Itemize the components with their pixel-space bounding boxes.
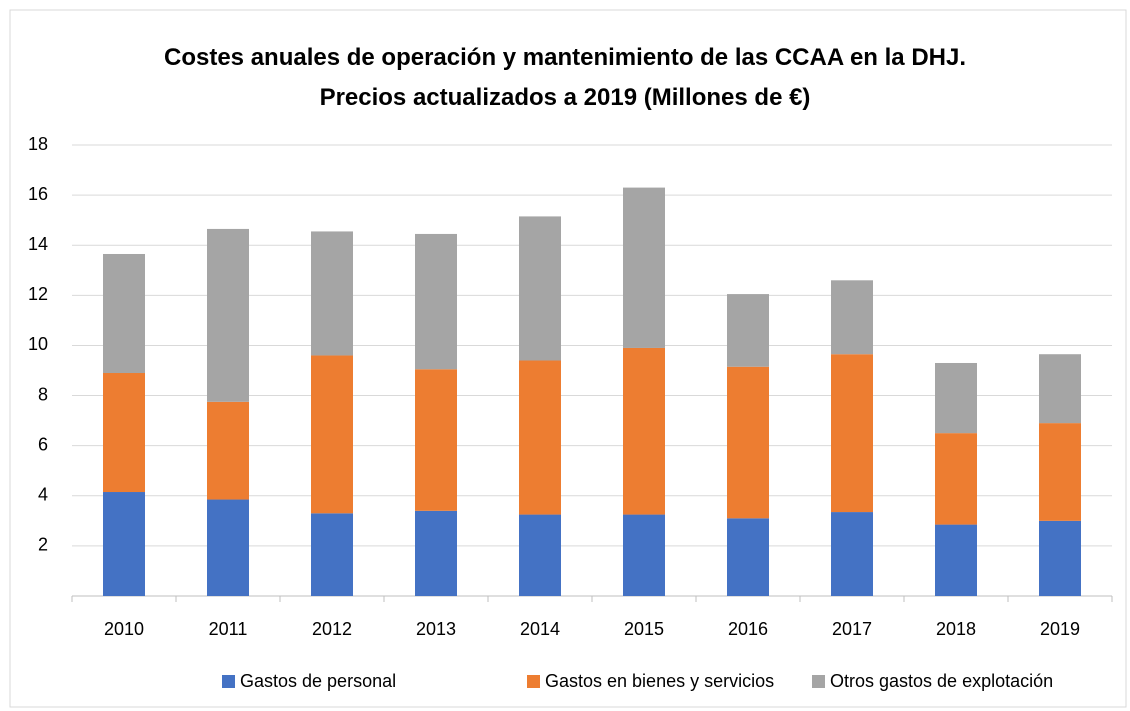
bar-segment [935, 433, 977, 525]
bar-segment [623, 514, 665, 596]
bar-segment [519, 514, 561, 596]
x-tick-label: 2017 [832, 619, 872, 639]
legend-label: Gastos en bienes y servicios [545, 671, 774, 691]
bar-segment [207, 499, 249, 596]
bar-segment [623, 347, 665, 515]
y-tick-label: 12 [28, 284, 48, 304]
bar-segment [415, 510, 457, 596]
x-tick-label: 2012 [312, 619, 352, 639]
bar-segment [311, 231, 353, 356]
bar-segment [831, 280, 873, 355]
bar-segment [727, 518, 769, 596]
legend-swatch [222, 675, 235, 688]
bar-segment [415, 233, 457, 370]
bar-segment [311, 355, 353, 514]
bar-segment [103, 492, 145, 596]
legend-swatch [812, 675, 825, 688]
x-tick-label: 2018 [936, 619, 976, 639]
y-tick-label: 6 [38, 434, 48, 454]
bar-segment [519, 360, 561, 515]
bar-segment [103, 373, 145, 493]
x-tick-label: 2016 [728, 619, 768, 639]
y-tick-label: 4 [38, 485, 48, 505]
x-tick-label: 2015 [624, 619, 664, 639]
legend-label: Gastos de personal [240, 671, 396, 691]
bar-segment [831, 354, 873, 513]
x-tick-label: 2019 [1040, 619, 1080, 639]
chart-frame [9, 9, 1127, 708]
y-tick-label: 2 [38, 535, 48, 555]
y-tick-label: 14 [28, 234, 48, 254]
bar-segment [935, 362, 977, 434]
y-tick-label: 16 [28, 184, 48, 204]
x-tick-label: 2014 [520, 619, 560, 639]
y-tick-label: 18 [28, 134, 48, 154]
x-tick-label: 2013 [416, 619, 456, 639]
bar-segment [623, 187, 665, 348]
bar-segment [1039, 354, 1081, 424]
x-tick-label: 2011 [209, 619, 248, 639]
legend-label: Otros gastos de explotación [830, 671, 1053, 691]
bar-segment [831, 512, 873, 596]
bar-segment [207, 228, 249, 402]
bar-segment [519, 216, 561, 361]
y-tick-label: 8 [38, 384, 48, 404]
y-tick-label: 10 [28, 334, 48, 354]
bar-segment [935, 524, 977, 596]
legend-swatch [527, 675, 540, 688]
chart-title: Costes anuales de operación y mantenimie… [164, 44, 966, 111]
bar-segment [415, 369, 457, 511]
bar-segment [103, 253, 145, 374]
x-tick-label: 2010 [104, 619, 144, 639]
bar-segment [1039, 423, 1081, 521]
bar-segment [1039, 520, 1081, 596]
bar-segment [311, 513, 353, 596]
bar-segment [727, 294, 769, 367]
bar-segment [207, 401, 249, 500]
bar-segment [727, 366, 769, 519]
